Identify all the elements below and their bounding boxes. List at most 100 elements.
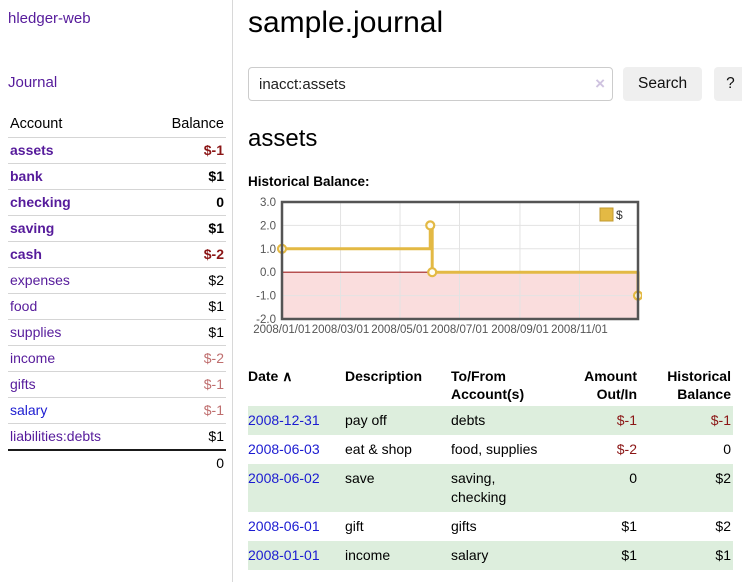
account-balance: $1: [144, 163, 226, 190]
transaction-balance: 0: [723, 441, 731, 457]
sidebar-account-link-supplies[interactable]: supplies: [10, 324, 62, 340]
account-balance: 0: [144, 189, 226, 216]
register-header-row: Date ∧ Description To/From Account(s) Am…: [248, 364, 733, 406]
transaction-balance: $-1: [639, 406, 733, 435]
register-row: 2008-06-02 save saving, checking 0 $2: [248, 464, 733, 512]
register-row: 2008-12-31 pay off debts $-1 $-1: [248, 406, 733, 435]
register-row: 2008-01-01 income salary $1 $1: [248, 541, 733, 570]
transaction-balance: $2: [639, 464, 733, 512]
svg-text:2008/01/01: 2008/01/01: [253, 324, 311, 336]
search-box: ×: [248, 67, 613, 101]
account-row: liabilities:debts $1: [8, 423, 226, 451]
sidebar-account-link-income[interactable]: income: [10, 350, 56, 366]
clear-search-icon[interactable]: ×: [595, 74, 605, 93]
help-button[interactable]: ?: [714, 67, 742, 101]
svg-text:2008/11/01: 2008/11/01: [551, 324, 608, 336]
sort-ascending-icon: ∧: [282, 368, 293, 384]
description-column-header: Description: [345, 368, 423, 384]
account-row: income $-2: [8, 345, 226, 372]
svg-text:2.0: 2.0: [260, 220, 276, 232]
sidebar: hledger-web Journal Account Balance asse…: [0, 0, 233, 582]
app-title-link[interactable]: hledger-web: [8, 10, 91, 27]
account-row: food $1: [8, 293, 226, 320]
account-balance: $-1: [144, 397, 226, 424]
search-button[interactable]: Search: [623, 67, 703, 101]
transaction-balance: $2: [715, 518, 731, 534]
accounts-column-header: To/From Account(s): [451, 368, 525, 402]
transaction-amount: $-1: [551, 406, 639, 435]
account-column-header: Account: [8, 112, 145, 138]
sidebar-account-link-bank[interactable]: bank: [10, 168, 43, 184]
account-heading: assets: [248, 125, 318, 152]
accounts-total-value: 0: [144, 449, 226, 476]
account-balance: $-2: [144, 241, 226, 268]
transaction-date-link[interactable]: 2008-01-01: [248, 547, 320, 563]
svg-text:1.0: 1.0: [260, 244, 276, 256]
transaction-accounts: food, supplies: [451, 441, 538, 457]
transaction-description: eat & shop: [345, 441, 412, 457]
sidebar-account-link-saving[interactable]: saving: [10, 220, 55, 236]
transaction-description: pay off: [345, 406, 451, 435]
search-input[interactable]: [248, 67, 613, 101]
svg-text:2008/03/01: 2008/03/01: [312, 324, 370, 336]
transaction-accounts: gifts: [451, 518, 477, 534]
account-row: bank $1: [8, 163, 226, 190]
sidebar-account-link-checking[interactable]: checking: [10, 194, 71, 210]
sidebar-account-link-liabilities-debts[interactable]: liabilities:debts: [10, 428, 102, 444]
account-balance: $1: [144, 215, 226, 242]
account-balance: $1: [144, 319, 226, 346]
chart-title: Historical Balance:: [248, 174, 370, 189]
transaction-date-link[interactable]: 2008-06-01: [248, 518, 320, 534]
account-balance: $-2: [144, 345, 226, 372]
svg-text:2008/07/01: 2008/07/01: [431, 324, 489, 336]
transaction-amount: $1: [621, 518, 637, 534]
transaction-date-link[interactable]: 2008-12-31: [248, 412, 320, 428]
account-row: assets $-1: [8, 137, 226, 164]
svg-text:3.0: 3.0: [260, 197, 276, 209]
transaction-date-link[interactable]: 2008-06-02: [248, 470, 320, 486]
sidebar-account-link-expenses[interactable]: expenses: [10, 272, 70, 288]
account-balance: $1: [144, 293, 226, 320]
sidebar-account-link-food[interactable]: food: [10, 298, 38, 314]
account-row: cash $-2: [8, 241, 226, 268]
transaction-description: income: [345, 541, 451, 570]
transaction-accounts: debts: [451, 406, 551, 435]
sidebar-account-link-gifts[interactable]: gifts: [10, 376, 36, 392]
historical-balance-chart[interactable]: 3.0 2.0 1.0 0.0 -1.0 -2.0 2008/01/01 2008/03/01…: [248, 197, 742, 344]
transaction-amount: 0: [551, 464, 639, 512]
transaction-description: gift: [345, 518, 364, 534]
transaction-description: save: [345, 464, 451, 512]
search-form: × Search ?: [248, 67, 742, 101]
date-column-header: Date ∧: [248, 368, 293, 384]
register-table: Date ∧ Description To/From Account(s) Am…: [248, 364, 733, 570]
account-balance: $-1: [144, 137, 226, 164]
account-balance: $1: [144, 423, 226, 451]
sidebar-account-link-assets[interactable]: assets: [10, 142, 54, 158]
account-balance: $-1: [144, 371, 226, 398]
sidebar-account-link-salary[interactable]: salary: [10, 402, 48, 418]
svg-text:$: $: [616, 208, 623, 222]
transaction-amount: $-2: [616, 441, 637, 457]
sidebar-account-link-cash[interactable]: cash: [10, 246, 42, 262]
svg-text:0.0: 0.0: [260, 267, 276, 279]
svg-text:-1.0: -1.0: [256, 291, 276, 303]
account-row: saving $1: [8, 215, 226, 242]
svg-text:2008/09/01: 2008/09/01: [491, 324, 549, 336]
account-balance: $2: [144, 267, 226, 294]
transaction-balance: $1: [639, 541, 733, 570]
register-row: 2008-06-01 gift gifts $1 $2: [248, 512, 733, 541]
transaction-date-link[interactable]: 2008-06-03: [248, 441, 320, 457]
accounts-total-row: 0: [8, 449, 226, 476]
accounts-header-row: Account Balance: [8, 112, 226, 138]
svg-text:-2.0: -2.0: [256, 314, 276, 326]
register-row: 2008-06-03 eat & shop food, supplies $-2 0: [248, 435, 733, 464]
account-row: supplies $1: [8, 319, 226, 346]
sidebar-item-journal[interactable]: Journal: [8, 74, 58, 91]
main-content: sample.journal × Search ? assets Histori…: [233, 0, 742, 582]
account-row: salary $-1: [8, 397, 226, 424]
svg-text:2008/05/01: 2008/05/01: [371, 324, 429, 336]
account-row: checking 0: [8, 189, 226, 216]
page-title: sample.journal: [248, 6, 444, 39]
transaction-accounts: salary: [451, 541, 551, 570]
